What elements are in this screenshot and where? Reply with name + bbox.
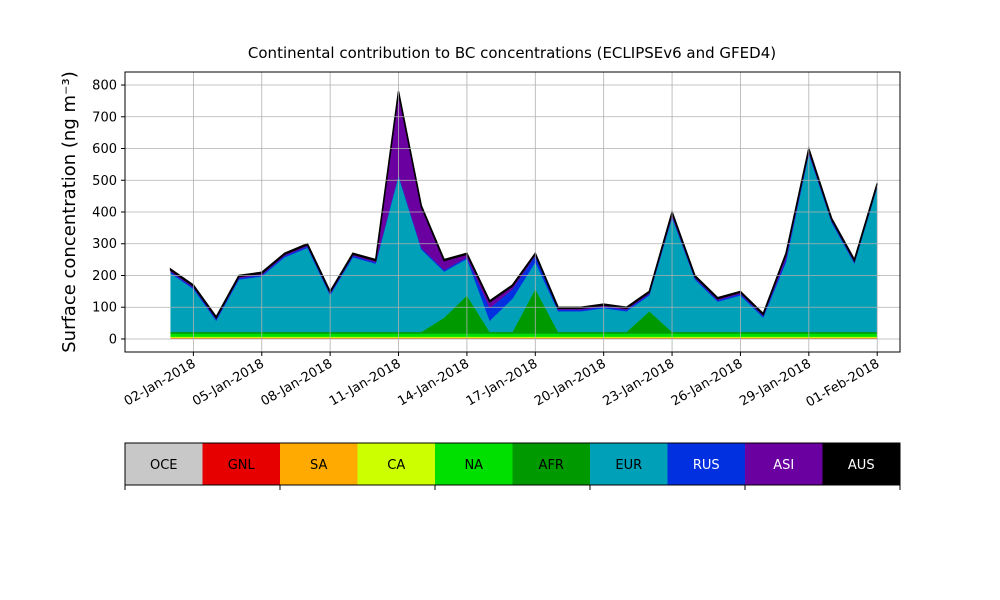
y-tick-label: 200 bbox=[92, 269, 117, 284]
x-tick-label: 26-Jan-2018 bbox=[669, 356, 746, 409]
area bbox=[170, 153, 878, 333]
x-tick-label: 17-Jan-2018 bbox=[464, 356, 541, 409]
y-axis-label: Surface concentration (ng m⁻³) bbox=[59, 71, 80, 353]
legend-label: NA bbox=[464, 458, 483, 473]
x-tick-label: 05-Jan-2018 bbox=[190, 356, 267, 409]
legend-label: EUR bbox=[615, 458, 642, 473]
legend-swatch bbox=[745, 443, 823, 485]
legend-label: AUS bbox=[848, 458, 875, 473]
legend-swatch bbox=[512, 443, 590, 485]
legend-swatch bbox=[590, 443, 668, 485]
legend-swatch bbox=[202, 443, 280, 485]
legend-label: ASI bbox=[773, 458, 794, 473]
x-tick-label: 20-Jan-2018 bbox=[532, 356, 609, 409]
x-tick-label: 29-Jan-2018 bbox=[737, 356, 814, 409]
legend-label: GNL bbox=[228, 458, 256, 473]
x-tick-label: 14-Jan-2018 bbox=[395, 356, 472, 409]
legend-frame bbox=[124, 442, 901, 486]
legend-label: AFR bbox=[539, 458, 564, 473]
legend-label: RUS bbox=[693, 458, 720, 473]
x-tick-label: 11-Jan-2018 bbox=[327, 356, 404, 409]
x-tick-label: 02-Jan-2018 bbox=[122, 356, 199, 409]
x-tick-label: 08-Jan-2018 bbox=[259, 356, 336, 409]
legend-label: SA bbox=[310, 458, 327, 473]
legend-swatch bbox=[357, 443, 435, 485]
y-tick-label: 100 bbox=[92, 301, 117, 316]
y-tick-label: 300 bbox=[92, 237, 117, 252]
y-tick-label: 400 bbox=[92, 206, 117, 221]
legend-swatch bbox=[435, 443, 513, 485]
area bbox=[170, 333, 878, 337]
legend-swatch bbox=[125, 443, 203, 485]
y-tick-label: 0 bbox=[109, 332, 117, 347]
x-tick-label: 23-Jan-2018 bbox=[600, 356, 677, 409]
x-tick-label: 01-Feb-2018 bbox=[804, 356, 883, 410]
legend-swatch bbox=[667, 443, 745, 485]
y-tick-label: 500 bbox=[92, 174, 117, 189]
legend-label: CA bbox=[387, 458, 405, 473]
legend-swatch bbox=[280, 443, 358, 485]
y-tick-label: 700 bbox=[92, 110, 117, 125]
plot-frame bbox=[124, 71, 901, 353]
y-tick-label: 800 bbox=[92, 79, 117, 94]
legend-swatch bbox=[822, 443, 900, 485]
chart-title: Continental contribution to BC concentra… bbox=[248, 44, 776, 62]
legend-label: OCE bbox=[150, 458, 178, 473]
y-tick-label: 600 bbox=[92, 142, 117, 157]
